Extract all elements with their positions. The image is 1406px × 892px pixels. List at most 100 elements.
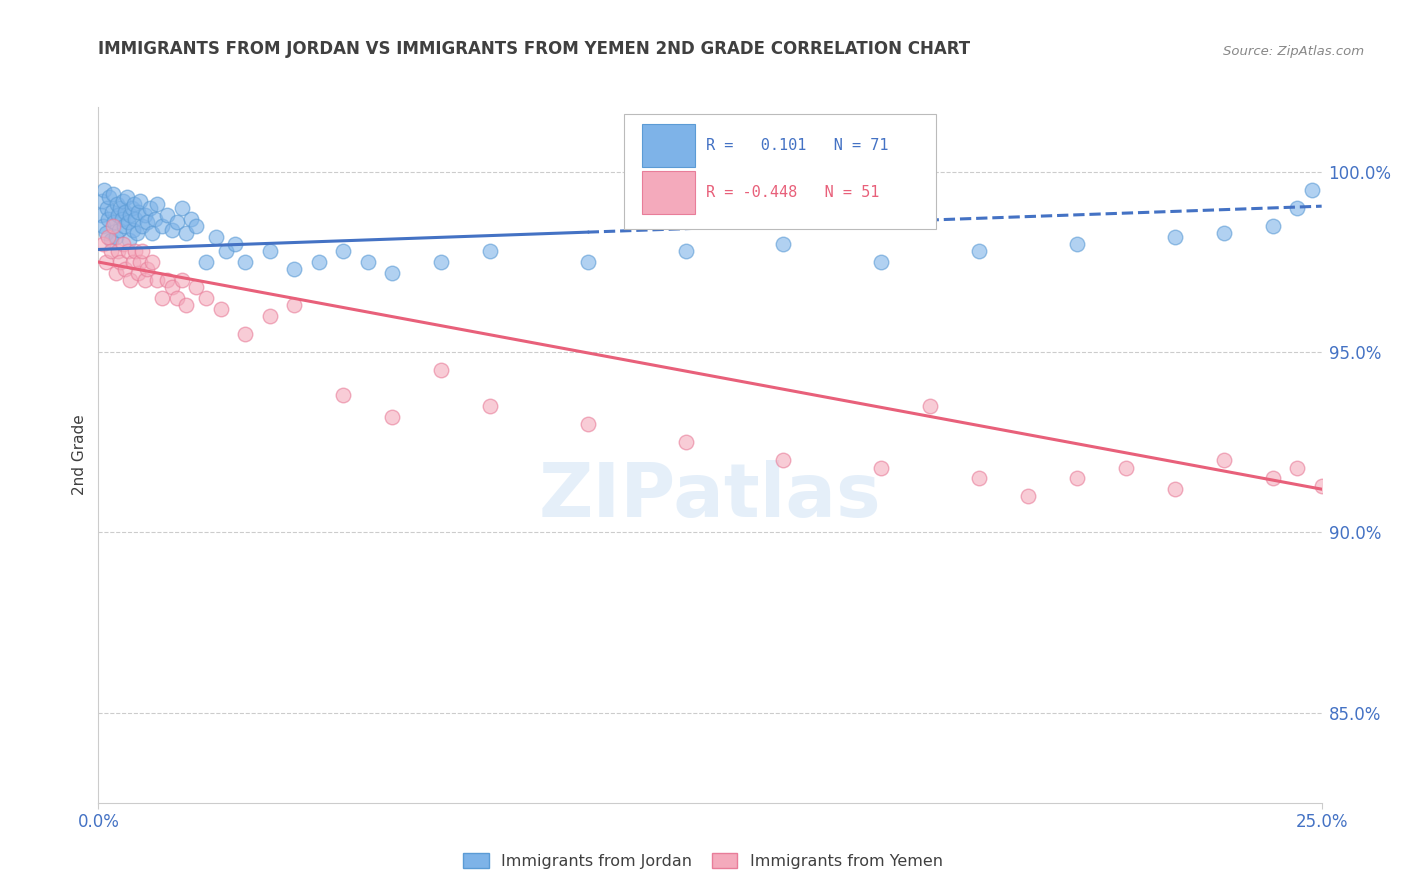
Point [150, 219, 173, 233]
Point [176, 298, 198, 312]
Point [772, 453, 794, 467]
Point [576, 417, 599, 432]
Point [381, 266, 404, 280]
Point [100, 234, 122, 248]
Point [224, 237, 246, 252]
Point [1115, 460, 1137, 475]
Point [107, 244, 129, 259]
Point [108, 222, 131, 236]
Point [121, 222, 143, 236]
Point [160, 222, 183, 236]
Point [430, 255, 453, 269]
Point [920, 399, 942, 413]
Point [478, 244, 501, 259]
Point [170, 201, 193, 215]
Point [101, 204, 124, 219]
Point [141, 255, 163, 269]
Point [308, 255, 330, 269]
Point [430, 363, 453, 377]
Point [91, 219, 114, 233]
Text: IMMIGRANTS FROM JORDAN VS IMMIGRANTS FROM YEMEN 2ND GRADE CORRELATION CHART: IMMIGRANTS FROM JORDAN VS IMMIGRANTS FRO… [98, 40, 970, 58]
Point [93, 183, 115, 197]
Point [1164, 229, 1187, 244]
Point [1017, 489, 1039, 503]
Point [283, 262, 305, 277]
Point [1261, 471, 1284, 485]
Point [127, 266, 149, 280]
Point [110, 255, 132, 269]
Text: ZIPatlas: ZIPatlas [538, 460, 882, 533]
Point [1310, 478, 1333, 492]
Point [124, 244, 146, 259]
Point [131, 219, 153, 233]
Point [111, 211, 134, 226]
Point [160, 280, 183, 294]
Point [233, 255, 256, 269]
Point [1212, 453, 1234, 467]
Point [97, 211, 120, 226]
Point [146, 273, 169, 287]
Point [122, 197, 145, 211]
Y-axis label: 2nd Grade: 2nd Grade [72, 415, 87, 495]
Point [772, 237, 794, 252]
Point [381, 410, 404, 425]
Point [283, 298, 305, 312]
Point [100, 244, 122, 259]
Point [136, 215, 159, 229]
FancyBboxPatch shape [641, 124, 696, 167]
Point [114, 262, 136, 277]
Point [115, 190, 138, 204]
Point [101, 186, 124, 201]
Point [118, 234, 141, 248]
Point [1301, 183, 1323, 197]
Point [214, 244, 236, 259]
Point [117, 215, 139, 229]
Point [139, 201, 162, 215]
Point [114, 204, 136, 219]
Point [131, 244, 153, 259]
Point [129, 194, 152, 208]
FancyBboxPatch shape [641, 171, 696, 214]
Point [127, 204, 149, 219]
Point [186, 280, 208, 294]
Point [186, 219, 208, 233]
Point [98, 190, 121, 204]
Point [967, 471, 990, 485]
Point [967, 244, 990, 259]
Point [209, 301, 232, 316]
Point [205, 229, 228, 244]
Point [1286, 460, 1309, 475]
Point [170, 273, 193, 287]
Point [141, 226, 163, 240]
Point [120, 273, 142, 287]
Point [870, 255, 893, 269]
Point [195, 291, 218, 305]
Point [107, 208, 129, 222]
Point [112, 219, 135, 233]
Point [129, 255, 152, 269]
Point [332, 244, 354, 259]
Point [1261, 219, 1284, 233]
Point [156, 208, 179, 222]
Point [180, 211, 202, 226]
Point [332, 388, 354, 402]
Point [1212, 226, 1234, 240]
Point [146, 197, 169, 211]
Point [259, 244, 281, 259]
Point [97, 229, 120, 244]
Point [156, 273, 179, 287]
Text: R = -0.448   N = 51: R = -0.448 N = 51 [706, 186, 880, 200]
Point [166, 291, 188, 305]
Point [125, 226, 148, 240]
Point [121, 201, 143, 215]
Point [105, 197, 128, 211]
Point [870, 460, 893, 475]
Point [1286, 201, 1309, 215]
Point [166, 215, 188, 229]
Point [117, 244, 139, 259]
Point [111, 237, 134, 252]
Point [124, 211, 146, 226]
Point [94, 255, 117, 269]
Point [101, 219, 124, 233]
Point [111, 194, 134, 208]
